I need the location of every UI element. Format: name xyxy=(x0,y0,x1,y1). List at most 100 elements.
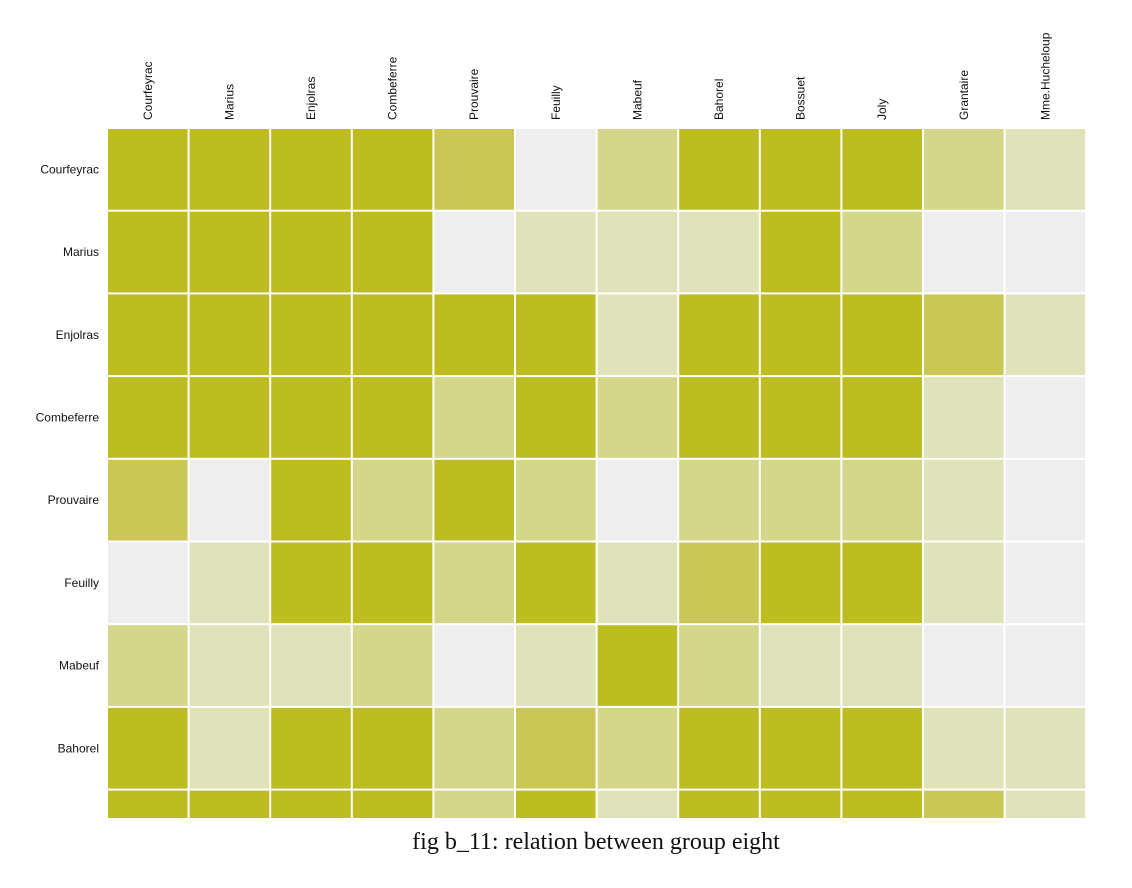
heatmap-cell xyxy=(760,377,841,458)
heatmap-cell xyxy=(842,459,922,541)
heatmap-cells xyxy=(108,129,1086,818)
heatmap-cell xyxy=(271,129,351,210)
heatmap-cell xyxy=(1005,707,1086,789)
heatmap-cell xyxy=(271,542,351,624)
heatmap-cell xyxy=(760,129,841,210)
heatmap-cell xyxy=(597,542,678,624)
column-label: Joly xyxy=(875,99,889,120)
heatmap-cell xyxy=(679,377,759,458)
figure-caption: fig b_11: relation between group eight xyxy=(412,829,780,855)
heatmap-cell xyxy=(760,707,841,789)
heatmap-cell xyxy=(352,707,433,789)
row-labels: Courfeyrac Marius Enjolras Combeferre Prouva… xyxy=(36,162,100,755)
heatmap-cell xyxy=(679,625,759,706)
heatmap-cell xyxy=(597,294,678,376)
heatmap-cell xyxy=(679,211,759,293)
heatmap-cell xyxy=(189,129,270,210)
heatmap-cell xyxy=(108,542,188,624)
row-label: Combeferre xyxy=(36,411,100,425)
heatmap-cell xyxy=(679,707,759,789)
heatmap-cell xyxy=(352,790,433,818)
heatmap-cell xyxy=(189,211,270,293)
heatmap-cell xyxy=(108,129,188,210)
heatmap-cell xyxy=(434,790,514,818)
heatmap-cell xyxy=(760,542,841,624)
column-label: Grantaire xyxy=(957,70,971,120)
heatmap-cell xyxy=(271,459,351,541)
column-label: Bossuet xyxy=(794,76,808,120)
heatmap-cell xyxy=(352,542,433,624)
column-label: Marius xyxy=(222,84,236,120)
heatmap-cell xyxy=(1005,625,1086,706)
column-labels: Courfeyrac Marius Enjolras Combeferre Prouva… xyxy=(141,32,1053,120)
heatmap-cell xyxy=(108,459,188,541)
heatmap-cell xyxy=(352,459,433,541)
column-label: Enjolras xyxy=(304,77,318,120)
heatmap-cell xyxy=(516,129,596,210)
heatmap-cell xyxy=(924,707,1004,789)
heatmap-cell xyxy=(434,707,514,789)
heatmap-cell xyxy=(679,790,759,818)
heatmap-cell xyxy=(516,542,596,624)
row-label: Marius xyxy=(63,245,99,259)
heatmap-cell xyxy=(842,707,922,789)
heatmap-cell xyxy=(352,211,433,293)
row-label: Courfeyrac xyxy=(40,162,99,176)
column-label: Feuilly xyxy=(549,85,563,120)
heatmap-cell xyxy=(842,129,922,210)
heatmap-cell xyxy=(1005,211,1086,293)
heatmap-cell xyxy=(842,542,922,624)
heatmap-cell xyxy=(924,790,1004,818)
heatmap-cell xyxy=(760,790,841,818)
heatmap-cell xyxy=(189,542,270,624)
heatmap-cell xyxy=(924,542,1004,624)
heatmap-cell xyxy=(924,211,1004,293)
heatmap-cell xyxy=(597,211,678,293)
heatmap-cell xyxy=(271,377,351,458)
heatmap-cell xyxy=(597,625,678,706)
heatmap-cell xyxy=(924,129,1004,210)
heatmap-cell xyxy=(924,294,1004,376)
column-label: Combeferre xyxy=(386,56,400,120)
heatmap-cell xyxy=(352,625,433,706)
heatmap-cell xyxy=(679,542,759,624)
heatmap-cell xyxy=(597,129,678,210)
row-label: Prouvaire xyxy=(48,493,100,507)
heatmap-cell xyxy=(434,211,514,293)
heatmap-cell xyxy=(352,294,433,376)
heatmap-cell xyxy=(842,294,922,376)
heatmap-cell xyxy=(679,294,759,376)
heatmap-cell xyxy=(760,294,841,376)
heatmap-cell xyxy=(516,707,596,789)
heatmap-cell xyxy=(1005,542,1086,624)
heatmap-cell xyxy=(434,542,514,624)
heatmap-cell xyxy=(271,790,351,818)
heatmap-cell xyxy=(1005,459,1086,541)
heatmap-cell xyxy=(434,377,514,458)
heatmap-cell xyxy=(842,211,922,293)
heatmap-cell xyxy=(842,790,922,818)
heatmap-cell xyxy=(108,625,188,706)
heatmap-cell xyxy=(108,707,188,789)
heatmap-cell xyxy=(434,625,514,706)
heatmap-cell xyxy=(434,459,514,541)
heatmap-cell xyxy=(760,625,841,706)
heatmap-cell xyxy=(108,377,188,458)
heatmap-cell xyxy=(842,625,922,706)
heatmap-cell xyxy=(108,211,188,293)
heatmap-cell xyxy=(352,377,433,458)
heatmap-cell xyxy=(597,459,678,541)
heatmap-cell xyxy=(189,294,270,376)
row-label: Bahorel xyxy=(58,741,99,755)
heatmap-cell xyxy=(597,377,678,458)
heatmap-cell xyxy=(516,459,596,541)
row-label: Mabeuf xyxy=(59,659,100,673)
column-label: Prouvaire xyxy=(467,68,481,120)
column-label: Courfeyrac xyxy=(141,61,155,120)
column-label: Mabeuf xyxy=(630,79,644,120)
heatmap-chart: Courfeyrac Marius Enjolras Combeferre Prouva… xyxy=(36,32,1086,818)
heatmap-cell xyxy=(679,129,759,210)
heatmap-cell xyxy=(597,790,678,818)
heatmap-cell xyxy=(108,790,188,818)
heatmap-cell xyxy=(597,707,678,789)
